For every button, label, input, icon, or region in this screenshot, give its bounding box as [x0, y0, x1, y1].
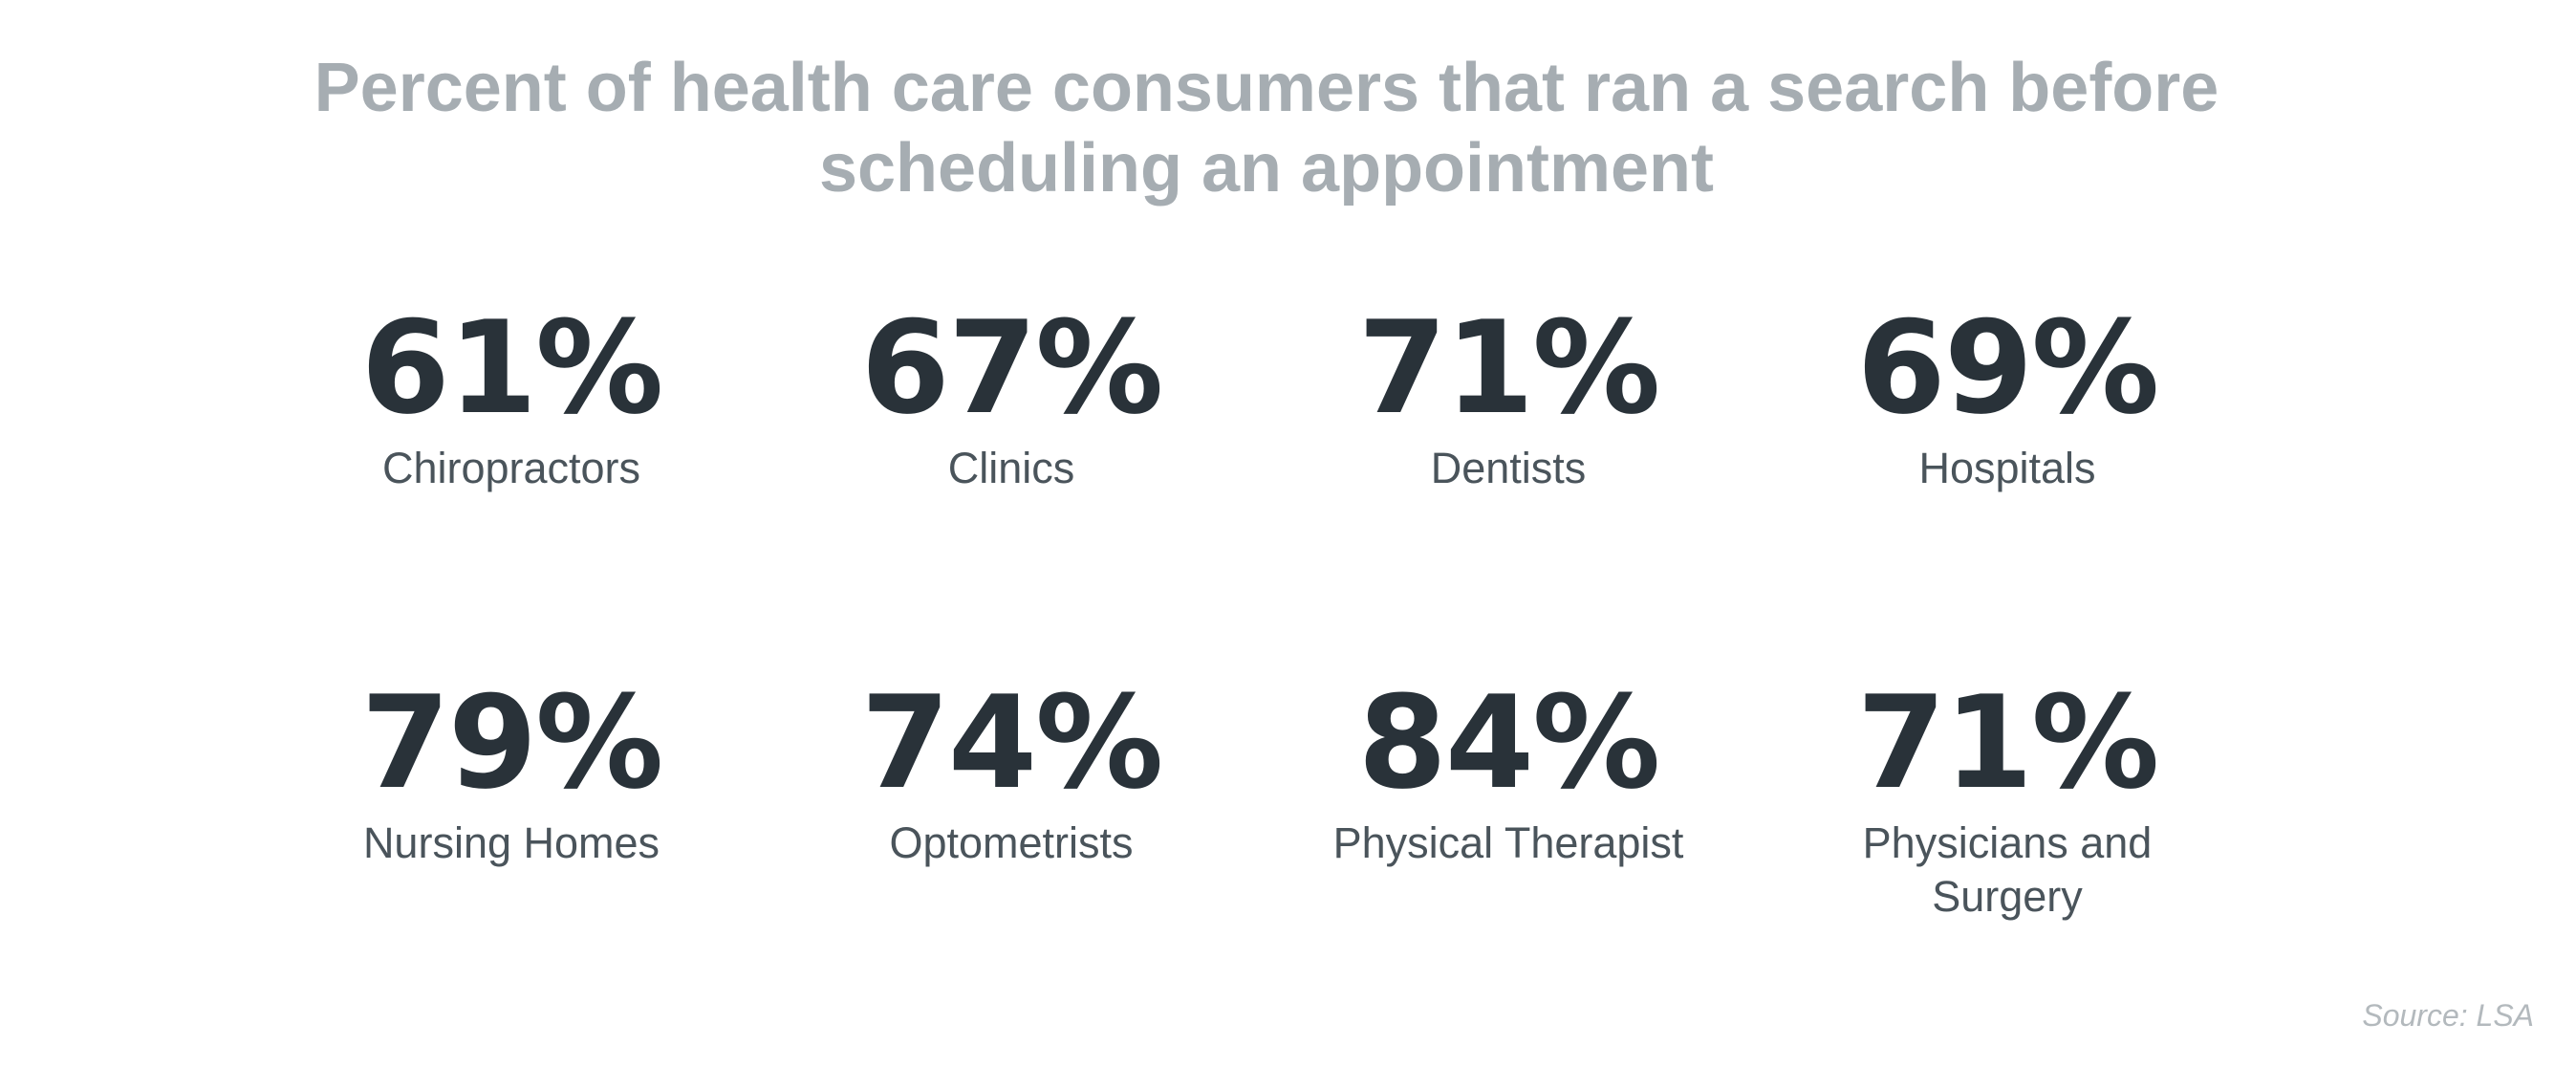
stat-tile: 79% Nursing Homes — [292, 671, 731, 870]
stat-value: 79% — [360, 668, 664, 817]
stat-value: 71% — [1357, 294, 1661, 443]
stat-label: Chiropractors — [381, 444, 641, 492]
stat-tile: 71% Physicians and Surgery — [1787, 671, 2227, 924]
stat-tile: 71% Dentists — [1288, 296, 1728, 495]
stat-label: Hospitals — [1918, 444, 2096, 492]
stat-value: 69% — [1856, 294, 2160, 443]
chart-title: Percent of health care consumers that ra… — [314, 50, 2219, 207]
stat-label: Optometrists — [889, 818, 1134, 867]
stat-tile: 61% Chiropractors — [292, 296, 731, 495]
stat-label: Physical Therapist — [1332, 818, 1684, 867]
stat-tile: 84% Physical Therapist — [1288, 671, 1728, 870]
stat-tile: 67% Clinics — [791, 296, 1231, 495]
stat-value: 74% — [860, 668, 1164, 817]
stat-label: Clinics — [947, 444, 1075, 492]
stat-tile: 74% Optometrists — [791, 671, 1231, 870]
stat-value: 71% — [1856, 668, 2160, 817]
stat-value: 67% — [860, 294, 1164, 443]
stat-value: 84% — [1357, 668, 1661, 817]
stat-value: 61% — [360, 294, 664, 443]
stat-label: Physicians and Surgery — [1862, 818, 2153, 921]
stat-label: Dentists — [1430, 444, 1587, 492]
stat-tile: 69% Hospitals — [1787, 296, 2227, 495]
stat-label: Nursing Homes — [362, 818, 660, 867]
source-note: Source: LSA — [2362, 998, 2534, 1033]
